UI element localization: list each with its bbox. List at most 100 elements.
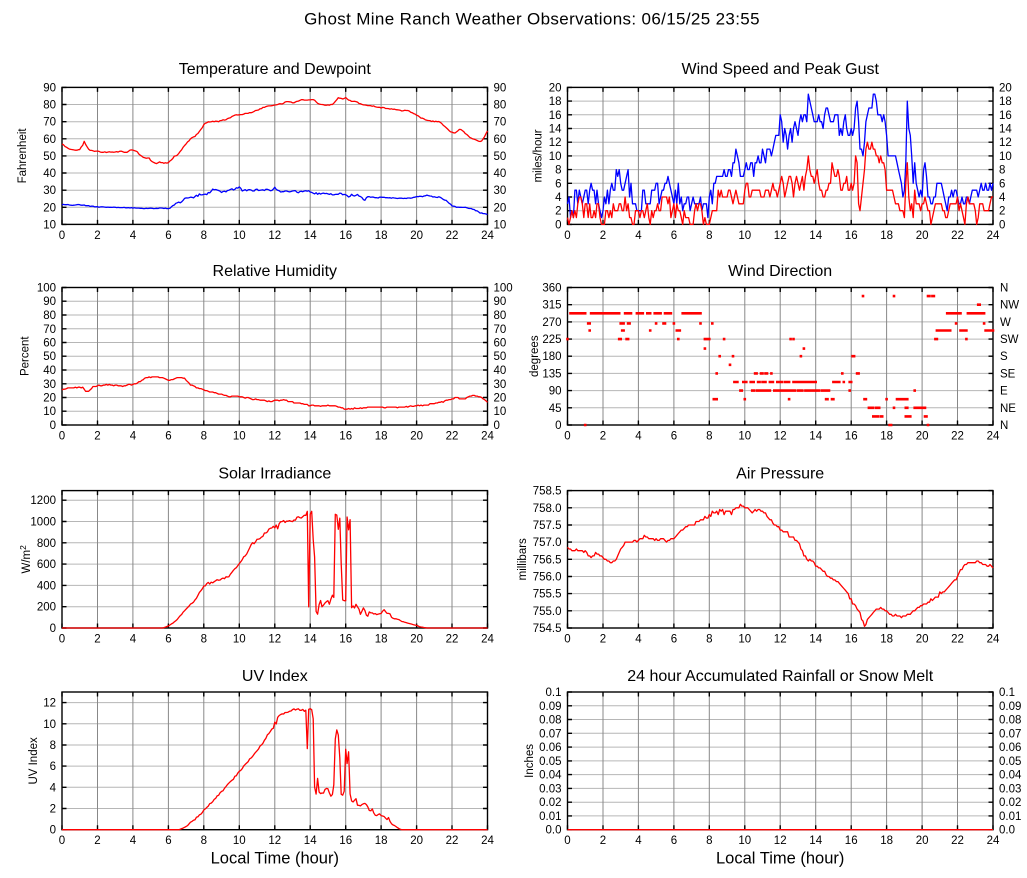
svg-text:60: 60	[494, 338, 507, 350]
svg-text:NW: NW	[1000, 300, 1019, 312]
svg-text:W/m2: W/m2	[18, 545, 33, 574]
svg-text:40: 40	[494, 365, 507, 377]
svg-text:14: 14	[809, 230, 822, 242]
svg-text:4: 4	[130, 835, 137, 847]
svg-text:12: 12	[774, 634, 787, 646]
svg-text:24: 24	[481, 634, 494, 646]
svg-text:22: 22	[446, 230, 459, 242]
svg-text:14: 14	[304, 634, 317, 646]
svg-text:315: 315	[542, 300, 561, 312]
svg-text:10: 10	[43, 219, 56, 231]
svg-text:SE: SE	[1000, 368, 1016, 380]
svg-text:Fahrenheit: Fahrenheit	[17, 128, 29, 184]
svg-text:200: 200	[37, 602, 56, 614]
svg-text:12: 12	[268, 431, 281, 443]
svg-text:60: 60	[494, 134, 507, 146]
svg-text:2: 2	[600, 835, 606, 847]
svg-text:754.5: 754.5	[533, 623, 562, 635]
svg-text:4: 4	[130, 230, 137, 242]
svg-text:0.0: 0.0	[546, 825, 562, 837]
svg-text:60: 60	[43, 134, 56, 146]
svg-text:8: 8	[706, 431, 712, 443]
svg-text:0.03: 0.03	[999, 783, 1021, 795]
svg-text:70: 70	[43, 117, 56, 129]
svg-text:22: 22	[446, 431, 459, 443]
svg-text:20: 20	[916, 634, 929, 646]
svg-text:12: 12	[549, 137, 562, 149]
svg-text:2: 2	[555, 206, 561, 218]
svg-text:8: 8	[201, 230, 207, 242]
svg-text:12: 12	[774, 835, 787, 847]
svg-text:18: 18	[999, 96, 1012, 108]
svg-text:0.05: 0.05	[539, 756, 561, 768]
svg-text:10: 10	[738, 835, 751, 847]
svg-text:0.1: 0.1	[999, 687, 1015, 699]
svg-text:22: 22	[951, 230, 964, 242]
svg-text:24 hour Accumulated Rainfall o: 24 hour Accumulated Rainfall or Snow Mel…	[627, 668, 933, 685]
svg-text:E: E	[1000, 386, 1008, 398]
svg-text:100: 100	[494, 283, 513, 295]
svg-text:4: 4	[635, 634, 642, 646]
svg-text:4: 4	[999, 192, 1006, 204]
svg-text:90: 90	[494, 82, 507, 94]
svg-text:24: 24	[987, 230, 1000, 242]
svg-text:0.09: 0.09	[999, 701, 1021, 713]
svg-text:N: N	[1000, 420, 1008, 432]
svg-text:10: 10	[738, 431, 751, 443]
svg-text:0: 0	[494, 420, 500, 432]
svg-text:40: 40	[494, 168, 507, 180]
svg-text:0: 0	[50, 623, 56, 635]
svg-text:Local Time (hour): Local Time (hour)	[211, 850, 339, 868]
svg-text:20: 20	[410, 634, 423, 646]
svg-text:360: 360	[542, 283, 561, 295]
svg-text:Local Time (hour): Local Time (hour)	[716, 850, 844, 868]
svg-text:758.0: 758.0	[533, 503, 562, 515]
svg-text:6: 6	[50, 761, 56, 773]
svg-text:10: 10	[233, 230, 246, 242]
svg-text:Wind Direction: Wind Direction	[728, 263, 832, 280]
svg-text:4: 4	[130, 431, 137, 443]
svg-text:50: 50	[494, 151, 507, 163]
svg-text:30: 30	[494, 379, 507, 391]
svg-text:24: 24	[987, 431, 1000, 443]
svg-text:30: 30	[43, 379, 56, 391]
svg-text:4: 4	[50, 782, 57, 794]
svg-text:Wind Speed and Peak Gust: Wind Speed and Peak Gust	[681, 61, 879, 78]
svg-text:0: 0	[555, 420, 561, 432]
svg-text:6: 6	[555, 178, 561, 190]
svg-text:UV Index: UV Index	[28, 737, 40, 785]
svg-text:70: 70	[43, 324, 56, 336]
svg-text:20: 20	[43, 202, 56, 214]
svg-text:1000: 1000	[30, 517, 56, 529]
svg-text:20: 20	[916, 230, 929, 242]
svg-text:4: 4	[130, 634, 137, 646]
svg-text:Ghost Mine Ranch Weather Obser: Ghost Mine Ranch Weather Observations: 0…	[304, 10, 760, 29]
svg-text:8: 8	[201, 634, 207, 646]
svg-text:45: 45	[549, 403, 562, 415]
svg-text:0: 0	[59, 431, 65, 443]
svg-text:20: 20	[410, 230, 423, 242]
svg-text:0: 0	[999, 219, 1005, 231]
svg-text:4: 4	[635, 230, 642, 242]
svg-text:18: 18	[549, 96, 562, 108]
svg-text:6: 6	[999, 178, 1005, 190]
svg-text:40: 40	[43, 168, 56, 180]
svg-text:90: 90	[549, 386, 562, 398]
svg-text:2: 2	[94, 835, 100, 847]
svg-text:10: 10	[494, 219, 507, 231]
svg-text:20: 20	[999, 82, 1012, 94]
svg-text:22: 22	[951, 431, 964, 443]
svg-text:20: 20	[916, 835, 929, 847]
svg-text:6: 6	[671, 835, 677, 847]
svg-text:22: 22	[951, 835, 964, 847]
svg-text:30: 30	[43, 185, 56, 197]
svg-text:10: 10	[549, 151, 562, 163]
svg-text:4: 4	[555, 192, 562, 204]
svg-text:20: 20	[494, 202, 507, 214]
svg-text:0.08: 0.08	[999, 715, 1021, 727]
svg-text:756.0: 756.0	[533, 572, 562, 584]
svg-text:2: 2	[94, 634, 100, 646]
svg-text:S: S	[1000, 351, 1008, 363]
svg-text:10: 10	[43, 719, 56, 731]
svg-text:4: 4	[635, 835, 642, 847]
